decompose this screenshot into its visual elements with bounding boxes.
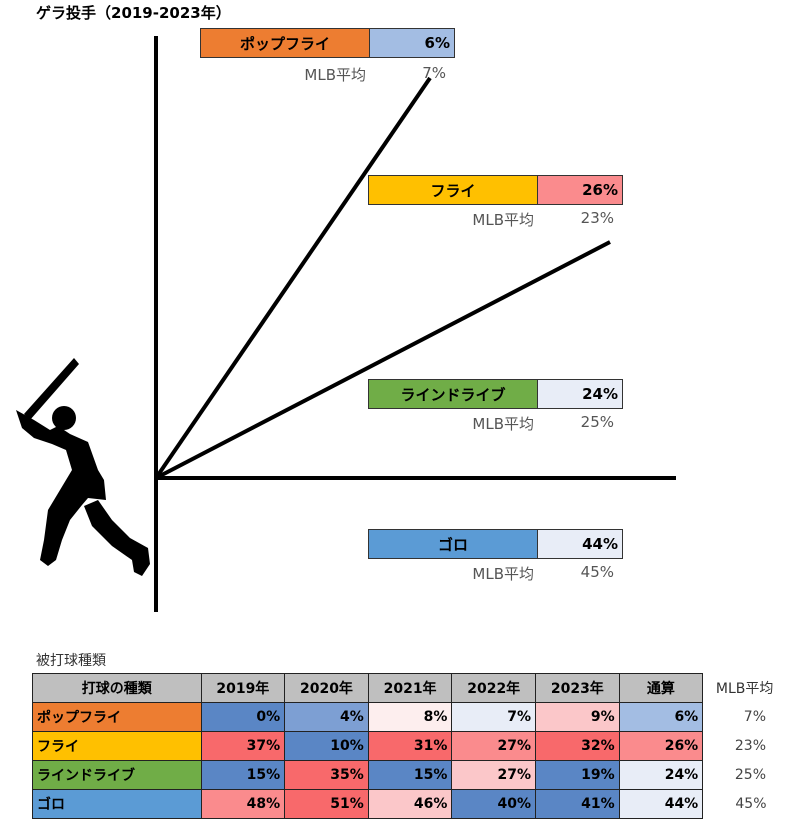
value-cell: 10% bbox=[284, 731, 369, 761]
batter-silhouette-icon bbox=[16, 358, 150, 576]
popfly-mlb-avg: MLB平均 7% bbox=[200, 64, 450, 84]
value-cell: 8% bbox=[367, 702, 453, 732]
grounder-pct: 44% bbox=[538, 530, 622, 558]
value-cell: 46% bbox=[367, 789, 453, 819]
value-cell: 31% bbox=[367, 731, 453, 761]
fly-avg-value: 23% bbox=[580, 209, 614, 227]
value-cell: 9% bbox=[535, 702, 620, 732]
value-cell: 48% bbox=[200, 789, 286, 819]
liner-pct: 24% bbox=[538, 380, 622, 408]
table-caption: 被打球種類 bbox=[36, 653, 106, 669]
value-cell: 24% bbox=[618, 760, 704, 790]
mlb-avg-cell: 7% bbox=[743, 709, 766, 725]
value-cell: 15% bbox=[200, 760, 286, 790]
page-title: ゲラ投手（2019-2023年） bbox=[36, 4, 231, 22]
column-header: 2023年 bbox=[535, 673, 620, 703]
popfly-trajectory bbox=[154, 76, 432, 480]
batted-ball-table: 打球の種類 2019年 2020年 2021年 2022年 2023年 通算 MLB平均 ポッ… bbox=[32, 673, 787, 819]
value-cell: 27% bbox=[451, 731, 537, 761]
mlb-avg-cell: 45% bbox=[735, 796, 767, 812]
column-header: 2021年 bbox=[367, 673, 453, 703]
column-header: 打球の種類 bbox=[32, 673, 202, 703]
value-cell: 44% bbox=[618, 789, 704, 819]
mlb-avg-cell: 23% bbox=[734, 738, 766, 754]
row-name-cell: ラインドライブ bbox=[32, 760, 202, 790]
value-cell: 27% bbox=[451, 760, 537, 790]
value-cell: 19% bbox=[535, 760, 620, 790]
column-header: 2019年 bbox=[200, 673, 286, 703]
popfly-name: ポップフライ bbox=[201, 29, 370, 57]
column-header: 2020年 bbox=[284, 673, 369, 703]
value-cell: 6% bbox=[618, 702, 704, 732]
table-row: ゴロ 48% 51% 46% 40% 41% 44% 45% bbox=[32, 789, 787, 819]
mlb-avg-label: MLB平均 bbox=[472, 565, 534, 583]
value-cell: 26% bbox=[618, 731, 704, 761]
trajectory-diagram bbox=[16, 36, 676, 612]
column-header: 通算 bbox=[618, 673, 704, 703]
table-row: ポップフライ 0% 4% 8% 7% 9% 6% 7% bbox=[32, 702, 787, 732]
grounder-avg-value: 45% bbox=[580, 563, 614, 581]
fly-mlb-avg: MLB平均 23% bbox=[368, 209, 618, 229]
fly-trajectory bbox=[155, 240, 611, 480]
value-cell: 51% bbox=[284, 789, 369, 819]
value-cell: 37% bbox=[200, 731, 286, 761]
table-header-row: 打球の種類 2019年 2020年 2021年 2022年 2023年 通算 MLB平均 bbox=[32, 673, 787, 703]
liner-mlb-avg: MLB平均 25% bbox=[368, 413, 618, 433]
liner-label: ラインドライブ 24% bbox=[368, 379, 623, 409]
fly-name: フライ bbox=[369, 176, 538, 204]
fly-label: フライ 26% bbox=[368, 175, 623, 205]
row-name-cell: ポップフライ bbox=[32, 702, 202, 732]
grounder-mlb-avg: MLB平均 45% bbox=[368, 563, 618, 583]
value-cell: 4% bbox=[284, 702, 369, 732]
column-header: 2022年 bbox=[451, 673, 537, 703]
grounder-name: ゴロ bbox=[369, 530, 538, 558]
popfly-avg-value: 7% bbox=[422, 64, 446, 82]
value-cell: 35% bbox=[284, 760, 369, 790]
value-cell: 41% bbox=[535, 789, 620, 819]
mlb-avg-label: MLB平均 bbox=[472, 415, 534, 433]
liner-name: ラインドライブ bbox=[369, 380, 538, 408]
table-row: フライ 37% 10% 31% 27% 32% 26% 23% bbox=[32, 731, 787, 761]
column-header: MLB平均 bbox=[702, 673, 787, 703]
grounder-label: ゴロ 44% bbox=[368, 529, 623, 559]
row-name-cell: ゴロ bbox=[32, 789, 202, 819]
fly-pct: 26% bbox=[538, 176, 622, 204]
liner-avg-value: 25% bbox=[580, 413, 614, 431]
value-cell: 15% bbox=[367, 760, 453, 790]
popfly-label: ポップフライ 6% bbox=[200, 28, 455, 58]
value-cell: 0% bbox=[200, 702, 286, 732]
mlb-avg-cell: 25% bbox=[734, 767, 766, 783]
popfly-pct: 6% bbox=[370, 29, 454, 57]
mlb-avg-label: MLB平均 bbox=[472, 211, 534, 229]
value-cell: 7% bbox=[451, 702, 537, 732]
mlb-avg-label: MLB平均 bbox=[304, 66, 366, 84]
value-cell: 32% bbox=[535, 731, 620, 761]
value-cell: 40% bbox=[451, 789, 537, 819]
table-row: ラインドライブ 15% 35% 15% 27% 19% 24% 25% bbox=[32, 760, 787, 790]
row-name-cell: フライ bbox=[32, 731, 202, 761]
